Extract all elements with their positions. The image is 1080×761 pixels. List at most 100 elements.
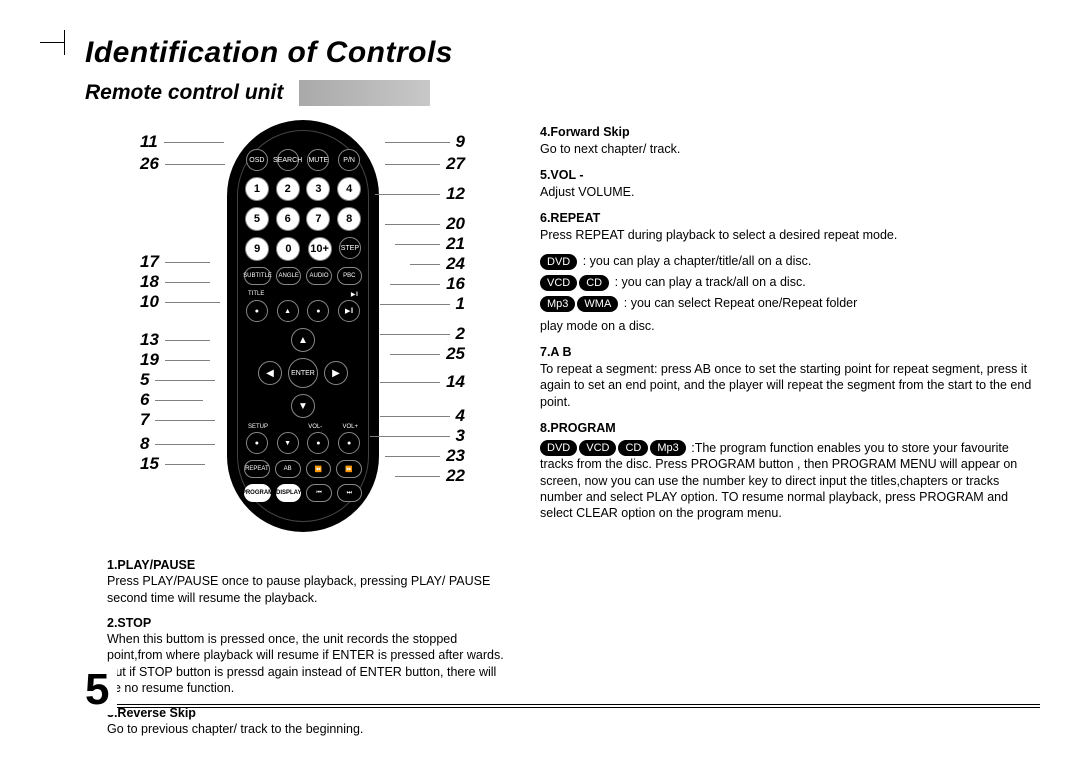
label-setup: SETUP — [248, 424, 268, 430]
desc-text: When this buttom is pressed once, the un… — [107, 631, 510, 696]
remote-button: ● — [246, 432, 268, 454]
callout-number: 6 — [140, 390, 203, 410]
callout-number: 16 — [390, 274, 465, 294]
remote-button: ▶‖ — [338, 300, 360, 322]
callout-number: 24 — [410, 254, 465, 274]
section-8-text: DVDVCDCDMp3 :The program function enable… — [540, 440, 1035, 522]
desc-heading: 2.STOP — [107, 615, 510, 631]
desc-heading: 6.REPEAT — [540, 210, 1035, 227]
desc-text: Go to previous chapter/ track to the beg… — [107, 721, 510, 737]
badge-mp3: Mp3 — [540, 296, 575, 312]
badge-dvd: DVD — [540, 440, 577, 456]
remote-diagram: OSDSEARCHMUTEP/N 1234 5678 9010+STEP SUB… — [85, 114, 520, 549]
callout-number: 5 — [140, 370, 215, 390]
dpad-enter: ENTER — [288, 358, 318, 388]
callout-number: 21 — [395, 234, 465, 254]
remote-button: ⏭ — [337, 484, 362, 502]
dpad-right: ▶ — [324, 361, 348, 385]
repeat-extra-text: play mode on a disc. — [540, 318, 1035, 334]
callout-number: 22 — [395, 466, 465, 486]
section-8-heading: 8.PROGRAM — [540, 420, 1035, 437]
badge-cd: CD — [579, 275, 609, 291]
label-volplus: VOL+ — [342, 424, 358, 430]
remote-button: ● — [307, 432, 329, 454]
remote-button: AUDIO — [306, 267, 331, 285]
remote-button: 9 — [245, 237, 269, 261]
remote-button: SEARCH — [277, 149, 299, 171]
remote-button: 6 — [276, 207, 300, 231]
repeat-mp3wma-text: : you can select Repeat one/Repeat folde… — [624, 296, 857, 310]
callout-number: 25 — [390, 344, 465, 364]
badge-dvd: DVD — [540, 254, 577, 270]
crop-mark — [40, 42, 65, 43]
remote-button: REPEAT — [244, 460, 270, 478]
dpad: ▲ ▼ ◀ ▶ ENTER — [258, 328, 348, 418]
callout-number: 12 — [375, 184, 465, 204]
label-volminus: VOL- — [308, 424, 322, 430]
callout-number: 19 — [140, 350, 210, 370]
callout-number: 1 — [380, 294, 465, 314]
page-number: 5 — [85, 665, 117, 715]
remote-button: ▲ — [277, 300, 299, 322]
remote-button: P/N — [338, 149, 360, 171]
right-descriptions: 4.Forward SkipGo to next chapter/ track.… — [540, 114, 1035, 747]
callout-number: 10 — [140, 292, 220, 312]
remote-button: 10+ — [308, 237, 332, 261]
remote-button: ● — [338, 432, 360, 454]
remote-button: SUBTITLE — [244, 267, 271, 285]
desc-text: Press REPEAT during playback to select a… — [540, 227, 1035, 243]
repeat-dvd-text: : you can play a chapter/title/all on a … — [583, 254, 812, 268]
desc-text: Go to next chapter/ track. — [540, 141, 1035, 157]
desc-heading: 5.VOL - — [540, 167, 1035, 184]
desc-heading: 1.PLAY/PAUSE — [107, 557, 510, 573]
badge-cd: CD — [618, 440, 648, 456]
remote-button: PBC — [337, 267, 362, 285]
remote-button: ⏪ — [306, 460, 332, 478]
badge-vcd: VCD — [540, 275, 577, 291]
callout-number: 8 — [140, 434, 215, 454]
section-7-text: To repeat a segment: press AB once to se… — [540, 361, 1035, 410]
remote-button: 5 — [245, 207, 269, 231]
callout-number: 2 — [380, 324, 465, 344]
remote-button: PROGRAM — [244, 484, 271, 502]
callout-number: 4 — [380, 406, 465, 426]
callout-number: 27 — [385, 154, 465, 174]
left-descriptions: 1.PLAY/PAUSEPress PLAY/PAUSE once to pau… — [85, 557, 520, 738]
remote-button: MUTE — [307, 149, 329, 171]
page-content: Identification of Controls Remote contro… — [85, 28, 1045, 733]
page-title: Identification of Controls — [85, 36, 1045, 70]
callout-number: 13 — [140, 330, 210, 350]
footer-rule: 5 — [85, 704, 1040, 708]
remote-button: ● — [246, 300, 268, 322]
remote-button: 8 — [337, 207, 361, 231]
callout-number: 11 — [140, 132, 224, 152]
repeat-vcdcd-text: : you can play a track/all on a disc. — [615, 275, 806, 289]
remote-button: OSD — [246, 149, 268, 171]
callout-number: 17 — [140, 252, 210, 272]
callout-number: 3 — [370, 426, 465, 446]
remote-button: ANGLE — [276, 267, 301, 285]
callout-number: 15 — [140, 454, 205, 474]
remote-button: AB — [275, 460, 301, 478]
remote-button: ▼ — [277, 432, 299, 454]
remote-button: 4 — [337, 177, 361, 201]
callout-number: 18 — [140, 272, 210, 292]
remote-button: ⏮ — [306, 484, 331, 502]
badge-wma: WMA — [577, 296, 618, 312]
desc-text: Adjust VOLUME. — [540, 184, 1035, 200]
desc-heading: 4.Forward Skip — [540, 124, 1035, 141]
remote-button: DISPLAY — [276, 484, 301, 502]
label-title: TITLE — [248, 291, 264, 298]
desc-text: Press PLAY/PAUSE once to pause playback,… — [107, 573, 510, 606]
remote-button: 0 — [276, 237, 300, 261]
dpad-up: ▲ — [291, 328, 315, 352]
dpad-left: ◀ — [258, 361, 282, 385]
callout-number: 9 — [385, 132, 465, 152]
remote-button: 1 — [245, 177, 269, 201]
section-7-heading: 7.A B — [540, 344, 1035, 361]
callout-number: 20 — [385, 214, 465, 234]
remote-button: 3 — [306, 177, 330, 201]
subtitle-bar: Remote control unit — [85, 80, 430, 106]
remote-button: STEP — [339, 237, 361, 259]
remote-button: 7 — [306, 207, 330, 231]
